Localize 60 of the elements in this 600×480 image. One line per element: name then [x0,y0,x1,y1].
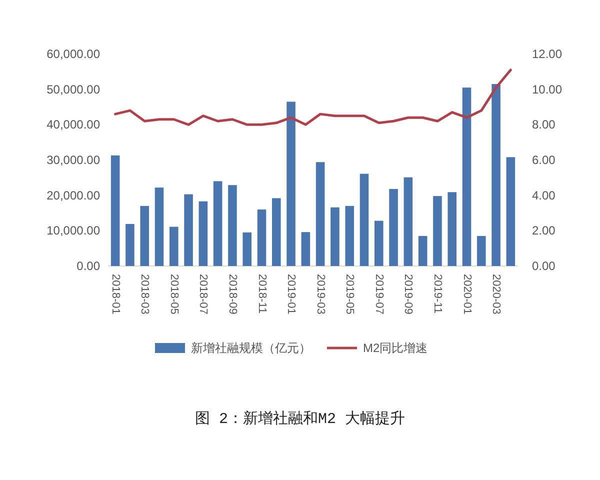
bar [462,88,472,266]
bar [272,198,281,266]
bar [154,188,164,266]
x-tick-label: 2018-05 [168,274,180,314]
y2-tick-label: 10.00 [532,82,562,96]
y-tick-label: 60,000.00 [46,47,100,61]
x-tick-label: 2018-01 [109,274,122,314]
x-tick-label: 2020-01 [460,274,473,314]
y-tick-label: 40,000.00 [46,118,100,132]
y-tick-label: 0.00 [76,259,100,273]
x-tick-label: 2018-03 [138,274,151,314]
y2-tick-label: 0.00 [532,259,556,273]
y2-tick-label: 4.00 [532,188,556,202]
bar [316,162,325,266]
line-series [114,68,512,126]
x-tick-label: 2019-07 [372,274,385,314]
bar [126,224,134,266]
bar [448,192,456,266]
y2-tick-label: 2.00 [532,224,556,238]
bar [184,194,193,266]
x-tick-label: 2019-03 [314,274,326,314]
bar [110,155,120,266]
bar [301,232,310,266]
bar [360,174,369,266]
x-tick-label: 2018-11 [256,274,268,314]
bar [170,226,178,266]
bar [345,206,354,266]
x-tick-label: 2020-03 [490,274,502,314]
x-tick-label: 2018-07 [197,274,210,314]
y-tick-label: 10,000.00 [46,224,100,238]
legend-label: M2同比增速 [363,341,428,355]
bar [492,84,500,266]
bar [418,236,428,266]
bar [433,196,442,266]
bar [213,181,222,266]
x-tick-label: 2019-09 [402,274,414,314]
bar [330,207,340,266]
y2-tick-label: 12.00 [532,47,562,61]
text: 图 2：新增社融和M2 大幅提升 [194,410,406,428]
y-tick-label: 50,000.00 [46,82,100,96]
x-tick-label: 2019-11 [431,274,444,314]
bar [140,206,149,266]
x-tick-label: 2019-05 [344,274,356,314]
y2-tick-label: 8.00 [532,118,556,132]
bar [477,236,486,266]
legend-label: 新增社融规模（亿元） [191,341,311,355]
bar [506,157,516,266]
y2-tick-label: 6.00 [532,153,556,167]
x-tick-label: 2019-01 [285,274,298,314]
bar [374,220,384,266]
x-tick-label: 2018-09 [226,274,238,314]
y-tick-label: 30,000.00 [46,153,100,167]
bar [389,188,398,266]
bar [286,102,296,266]
bar [228,185,237,266]
bar [404,177,413,266]
bar [257,209,266,266]
bar [242,232,252,266]
bar [198,201,208,266]
y-tick-label: 20,000.00 [46,188,100,202]
